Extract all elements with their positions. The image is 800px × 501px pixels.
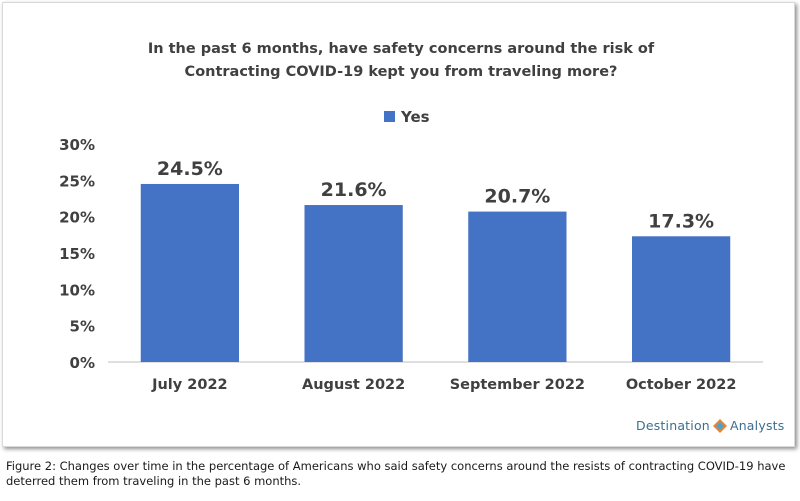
data-label: 21.6% xyxy=(321,179,387,201)
data-label: 20.7% xyxy=(484,186,550,208)
chart-title-line: In the past 6 months, have safety concer… xyxy=(148,41,655,57)
brand-logo: Destination Analysts xyxy=(636,418,784,433)
chart-frame: In the past 6 months, have safety concer… xyxy=(2,2,795,447)
x-tick-label: August 2022 xyxy=(302,377,405,393)
x-tick-label: July 2022 xyxy=(151,377,228,393)
data-label: 24.5% xyxy=(157,158,223,180)
x-tick-label: October 2022 xyxy=(626,377,737,393)
data-label: 17.3% xyxy=(648,210,714,232)
y-tick-label: 25% xyxy=(59,172,95,190)
chart-title-line: Contracting COVID-19 kept you from trave… xyxy=(185,64,618,80)
bar xyxy=(468,211,567,362)
y-tick-label: 5% xyxy=(70,318,95,336)
y-tick-label: 15% xyxy=(59,245,95,263)
legend-label: Yes xyxy=(400,108,430,126)
y-tick-label: 30% xyxy=(59,136,95,154)
y-tick-label: 10% xyxy=(59,281,95,299)
bar xyxy=(140,183,239,362)
y-tick-label: 20% xyxy=(59,209,95,227)
x-tick-label: September 2022 xyxy=(450,377,585,393)
diamond-logo-icon xyxy=(712,418,727,433)
legend-swatch xyxy=(384,111,395,122)
bar xyxy=(304,205,403,362)
brand-left-text: Destination xyxy=(636,418,710,433)
figure-caption: Figure 2: Changes over time in the perce… xyxy=(6,459,786,488)
brand-right-text: Analysts xyxy=(729,418,785,433)
bar xyxy=(632,236,731,362)
y-tick-label: 0% xyxy=(70,354,95,372)
bar-chart: In the past 6 months, have safety concer… xyxy=(59,41,763,393)
